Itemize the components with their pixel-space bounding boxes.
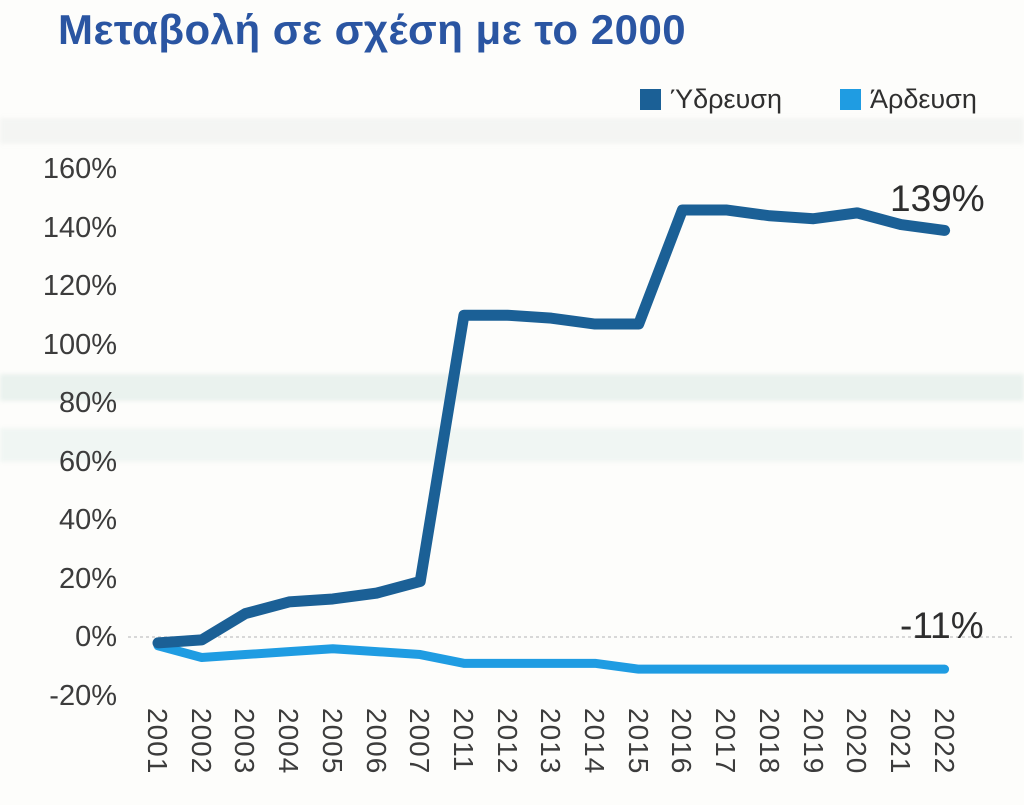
x-tick-label: 2011 bbox=[448, 708, 479, 773]
y-tick-label: 80% bbox=[58, 387, 117, 419]
x-tick-label: 2013 bbox=[535, 708, 566, 775]
y-tick-label: 40% bbox=[58, 504, 117, 536]
x-tick-label: 2001 bbox=[142, 708, 173, 775]
x-tick-label: 2016 bbox=[666, 708, 697, 775]
y-tick-label: 100% bbox=[42, 329, 117, 361]
y-tick-label: 160% bbox=[42, 153, 117, 185]
x-tick-label: 2003 bbox=[229, 708, 260, 775]
hydreusi-end-value-label: 139% bbox=[890, 178, 985, 219]
y-tick-label: 140% bbox=[42, 212, 117, 244]
y-tick-label: 120% bbox=[42, 270, 117, 302]
x-tick-label: 2017 bbox=[710, 708, 741, 775]
x-tick-label: 2007 bbox=[404, 708, 435, 775]
y-tick-label: -20% bbox=[49, 680, 117, 712]
x-tick-label: 2002 bbox=[186, 708, 217, 775]
x-tick-label: 2020 bbox=[841, 708, 872, 775]
x-tick-label: 2014 bbox=[579, 708, 610, 775]
x-tick-label: 2012 bbox=[492, 708, 523, 775]
x-tick-label: 2015 bbox=[623, 708, 654, 775]
x-tick-label: 2019 bbox=[798, 708, 829, 775]
x-tick-label: 2005 bbox=[317, 708, 348, 775]
hydreusi-line bbox=[152, 204, 951, 649]
x-tick-label: 2022 bbox=[929, 708, 960, 775]
y-tick-label: 0% bbox=[75, 621, 117, 653]
x-tick-label: 2004 bbox=[273, 708, 304, 775]
chart-legend: Ύδρευση Άρδευση bbox=[640, 84, 977, 115]
legend-label-hydreusi: Ύδρευση bbox=[670, 84, 782, 114]
x-tick-label: 2006 bbox=[361, 708, 392, 775]
legend-label-ardeusi: Άρδευση bbox=[869, 84, 977, 114]
legend-item-hydreusi: Ύδρευση bbox=[640, 84, 782, 115]
ardeusi-line bbox=[153, 641, 950, 674]
x-tick-label: 2018 bbox=[754, 708, 785, 775]
ardeusi-swatch-icon bbox=[839, 89, 861, 110]
hydreusi-swatch-icon bbox=[640, 89, 661, 110]
legend-item-ardeusi: Άρδευση bbox=[839, 84, 977, 115]
y-tick-label: 20% bbox=[58, 563, 117, 595]
y-tick-label: 60% bbox=[58, 446, 117, 478]
ardeusi-end-value-label: -11% bbox=[900, 605, 984, 646]
chart-title: Μεταβολή σε σχέση με το 2000 bbox=[58, 6, 687, 53]
x-tick-label: 2021 bbox=[885, 708, 916, 775]
